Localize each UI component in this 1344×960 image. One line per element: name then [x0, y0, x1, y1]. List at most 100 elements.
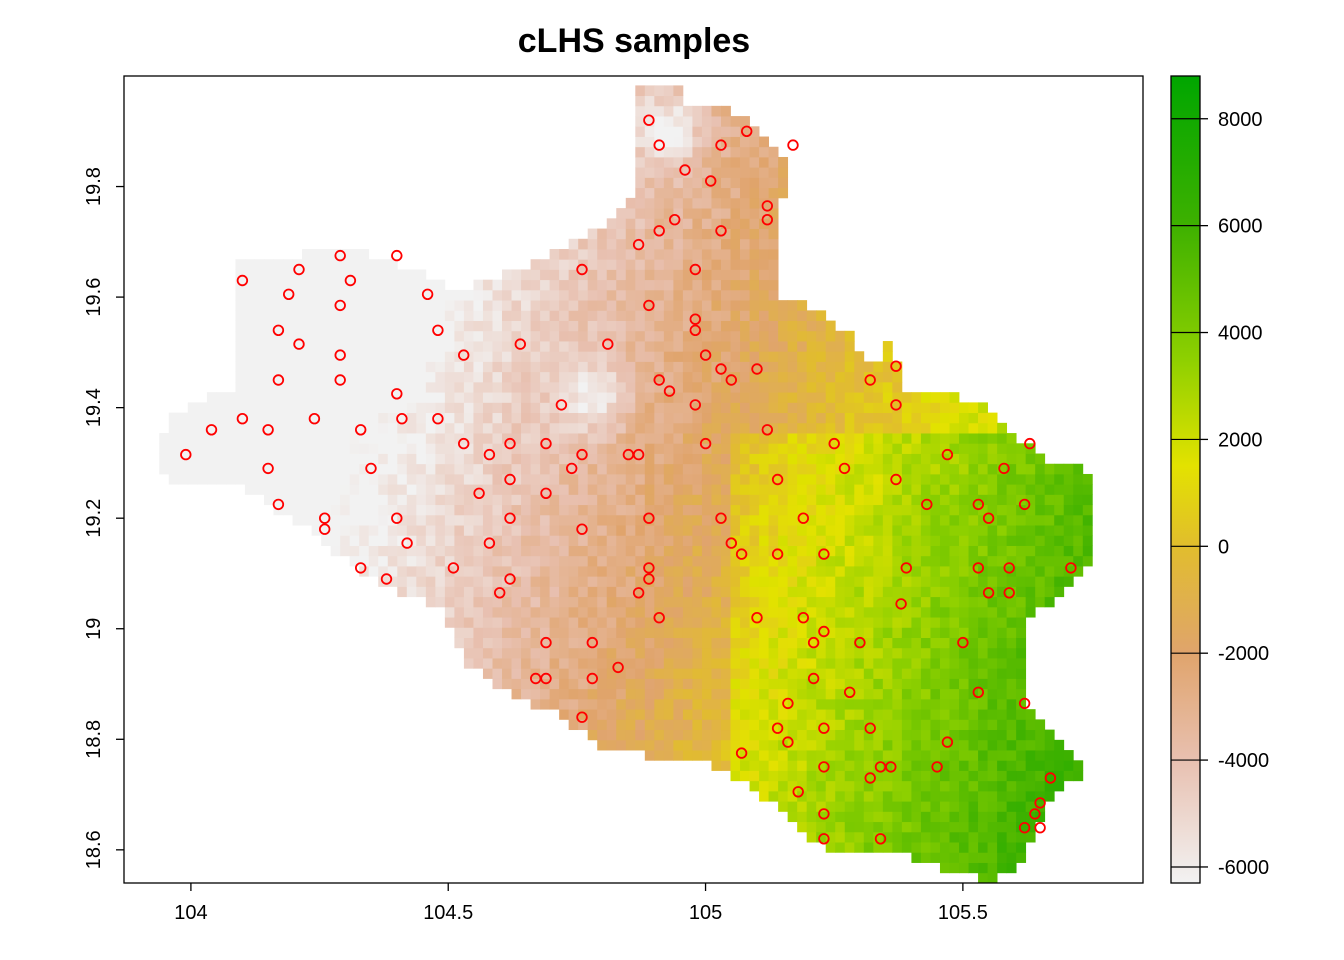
sample-point — [504, 473, 516, 486]
y-tick-label: 18.8 — [83, 720, 105, 759]
sample-point — [787, 139, 799, 151]
sample-point — [391, 388, 403, 400]
sample-point — [1003, 587, 1015, 599]
sample-point — [653, 225, 665, 237]
sample-point — [272, 324, 285, 337]
y-tick-label: 19.8 — [83, 167, 105, 206]
sample-point — [741, 125, 753, 138]
sample-point — [844, 686, 856, 699]
sample-point — [838, 462, 851, 475]
sample-point — [699, 349, 712, 361]
sample-point — [504, 573, 516, 585]
plot-frame — [123, 75, 1144, 884]
legend-tick-label: 2000 — [1218, 429, 1263, 451]
sample-point — [180, 448, 192, 461]
sample-point — [895, 598, 907, 610]
sample-point — [334, 249, 346, 262]
sample-point — [725, 537, 738, 549]
sample-point — [236, 413, 249, 425]
sample-point — [941, 736, 954, 748]
sample-point — [308, 413, 321, 425]
sample-point — [396, 413, 408, 425]
sample-point — [283, 288, 295, 301]
sample-point — [586, 672, 599, 685]
x-tick-label: 105 — [689, 902, 722, 924]
sample-point — [632, 448, 645, 461]
sample-point — [458, 437, 470, 450]
sample-point — [885, 761, 897, 773]
sample-point — [1044, 772, 1057, 784]
sample-point — [576, 263, 588, 276]
sample-point — [782, 697, 794, 710]
sample-point — [715, 225, 727, 237]
sample-point — [771, 548, 784, 560]
legend-tick-label: -4000 — [1218, 750, 1269, 772]
sample-point — [272, 498, 285, 511]
sample-point — [432, 413, 444, 425]
sample-point — [931, 761, 943, 773]
sample-point — [643, 573, 655, 585]
sample-point — [236, 274, 249, 287]
sample-point — [566, 462, 578, 475]
sample-point — [586, 636, 599, 649]
sample-point — [761, 213, 774, 226]
x-tick-label: 104.5 — [423, 902, 473, 924]
sample-point — [751, 363, 763, 375]
sample-point — [653, 374, 665, 386]
sample-point — [761, 200, 774, 212]
sample-point — [458, 349, 470, 361]
sample-point — [818, 833, 830, 845]
sample-point — [262, 462, 274, 475]
sample-point — [998, 462, 1010, 475]
sample-point — [1018, 822, 1031, 834]
sample-point — [818, 808, 830, 820]
sample-point — [818, 625, 830, 638]
sample-point — [272, 374, 285, 386]
sample-point — [293, 338, 305, 350]
sample-point — [689, 324, 702, 337]
sample-point — [669, 213, 681, 226]
sample-point — [612, 661, 624, 674]
sample-point — [864, 772, 876, 784]
sample-point — [972, 498, 985, 511]
legend-colorbar — [1170, 75, 1201, 884]
y-tick-label: 19.2 — [83, 499, 105, 538]
y-tick-label: 18.6 — [83, 830, 105, 869]
sample-point — [602, 338, 614, 350]
x-tick-label: 105.5 — [938, 902, 988, 924]
sample-point — [982, 512, 995, 524]
sample-point — [380, 573, 393, 585]
sample-point — [890, 360, 902, 372]
sample-point — [473, 487, 485, 500]
sample-point — [293, 263, 305, 276]
x-axis: 104 104.5 105 105.5 — [174, 883, 988, 924]
sample-point — [921, 498, 933, 511]
sample-point — [355, 562, 367, 574]
sample-point — [483, 537, 496, 549]
sample-point — [319, 512, 331, 524]
sample-point — [632, 238, 645, 251]
sample-point — [205, 424, 218, 436]
sample-point — [365, 462, 377, 475]
sample-point — [735, 548, 748, 560]
sample-point — [890, 473, 902, 486]
sample-point — [699, 437, 712, 450]
sample-point — [632, 587, 645, 599]
sample-point — [771, 722, 784, 734]
legend-tick-label: -2000 — [1218, 643, 1269, 665]
legend-tick-label: 6000 — [1218, 216, 1263, 238]
sample-point — [391, 249, 403, 262]
sample-point — [972, 562, 985, 574]
sample-point — [1003, 562, 1015, 574]
sample-point — [982, 587, 995, 599]
sample-point — [504, 437, 516, 450]
sample-point — [957, 636, 969, 649]
sample-point — [1034, 797, 1046, 809]
sample-point — [514, 338, 527, 350]
sample-point — [653, 139, 665, 151]
sample-point — [818, 548, 830, 560]
sample-point — [334, 349, 346, 361]
sample-point — [494, 587, 506, 599]
sample-points — [180, 114, 1077, 845]
